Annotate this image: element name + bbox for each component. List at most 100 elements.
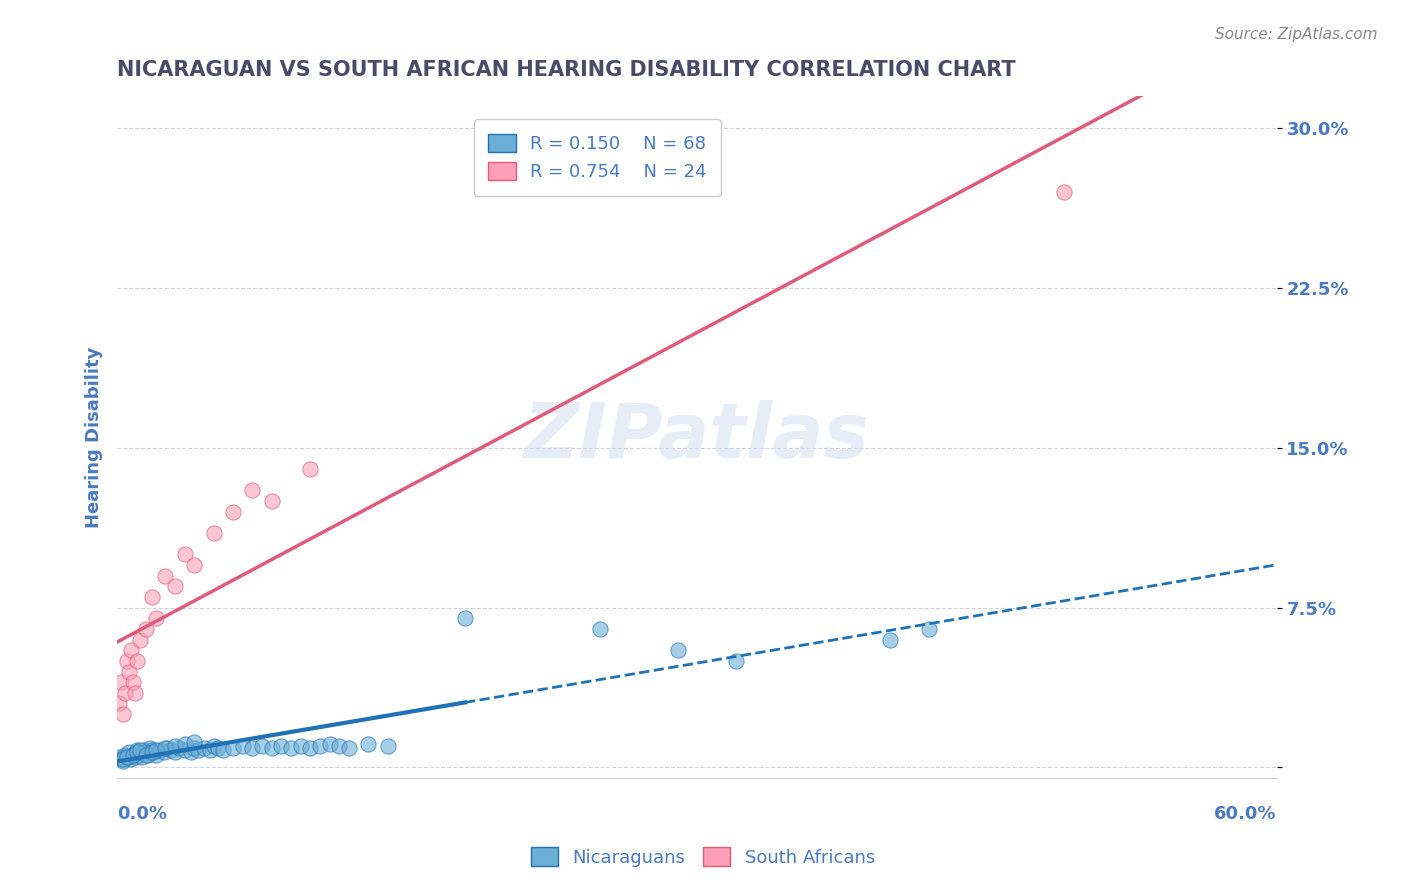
Point xyxy=(134,743,156,757)
Point xyxy=(111,754,134,768)
Point xyxy=(160,743,183,757)
Point xyxy=(135,622,157,636)
Point xyxy=(187,743,209,757)
Point xyxy=(309,739,332,753)
Point xyxy=(121,747,143,762)
Point xyxy=(328,739,350,753)
Point xyxy=(141,746,163,760)
Point xyxy=(136,747,159,762)
Point xyxy=(129,632,152,647)
Point xyxy=(918,622,941,636)
Text: Source: ZipAtlas.com: Source: ZipAtlas.com xyxy=(1215,27,1378,42)
Point xyxy=(357,737,380,751)
Point xyxy=(589,622,612,636)
Point xyxy=(108,749,131,764)
Legend: Nicaraguans, South Africans: Nicaraguans, South Africans xyxy=(523,840,883,874)
Point xyxy=(165,579,187,593)
Point xyxy=(121,747,143,762)
Point xyxy=(222,741,245,756)
Point xyxy=(141,743,163,757)
Point xyxy=(115,749,138,764)
Point xyxy=(141,590,163,604)
Point xyxy=(280,741,302,756)
Point xyxy=(180,746,202,760)
Point xyxy=(222,505,245,519)
Point xyxy=(115,749,138,764)
Point xyxy=(724,654,747,668)
Point xyxy=(129,743,152,757)
Point xyxy=(879,632,901,647)
Point xyxy=(155,568,177,582)
Point xyxy=(145,747,167,762)
Point xyxy=(207,741,229,756)
Legend: R = 0.150    N = 68, R = 0.754    N = 24: R = 0.150 N = 68, R = 0.754 N = 24 xyxy=(474,120,721,195)
Text: ZIPatlas: ZIPatlas xyxy=(524,401,870,475)
Point xyxy=(115,654,138,668)
Point xyxy=(111,707,134,722)
Point xyxy=(110,752,132,766)
Text: NICARAGUAN VS SOUTH AFRICAN HEARING DISABILITY CORRELATION CHART: NICARAGUAN VS SOUTH AFRICAN HEARING DISA… xyxy=(117,60,1015,79)
Point xyxy=(454,611,477,625)
Point xyxy=(139,741,162,756)
Point xyxy=(165,746,187,760)
Point xyxy=(145,743,167,757)
Point xyxy=(135,747,157,762)
Point xyxy=(212,743,235,757)
Point xyxy=(270,739,292,753)
Point xyxy=(120,643,142,657)
Point xyxy=(124,686,146,700)
Point xyxy=(260,741,283,756)
Point xyxy=(337,741,360,756)
Point xyxy=(118,746,141,760)
Point xyxy=(299,741,322,756)
Point xyxy=(183,558,205,572)
Point xyxy=(118,665,141,679)
Point xyxy=(173,743,195,757)
Point xyxy=(250,739,273,753)
Point xyxy=(319,737,342,751)
Point xyxy=(232,739,254,753)
Text: 0.0%: 0.0% xyxy=(117,805,167,823)
Point xyxy=(173,547,195,561)
Point xyxy=(167,741,190,756)
Point xyxy=(145,611,167,625)
Point xyxy=(114,686,136,700)
Point xyxy=(131,749,153,764)
Text: 60.0%: 60.0% xyxy=(1215,805,1277,823)
Point xyxy=(125,654,148,668)
Point xyxy=(299,462,322,476)
Y-axis label: Hearing Disability: Hearing Disability xyxy=(86,346,103,528)
Point xyxy=(666,643,689,657)
Point xyxy=(202,739,225,753)
Point xyxy=(173,737,195,751)
Point xyxy=(110,675,132,690)
Point xyxy=(155,741,177,756)
Point xyxy=(142,746,165,760)
Point xyxy=(120,752,142,766)
Point xyxy=(125,746,148,760)
Point xyxy=(149,743,172,757)
Point xyxy=(242,741,264,756)
Point xyxy=(183,741,205,756)
Point xyxy=(135,746,157,760)
Point xyxy=(156,741,179,756)
Point xyxy=(290,739,312,753)
Point xyxy=(183,735,205,749)
Point xyxy=(202,526,225,541)
Point xyxy=(377,739,399,753)
Point xyxy=(114,747,136,762)
Point xyxy=(121,675,143,690)
Point xyxy=(1053,186,1076,200)
Point xyxy=(242,483,264,498)
Point xyxy=(260,494,283,508)
Point xyxy=(152,746,174,760)
Point xyxy=(198,743,221,757)
Point xyxy=(125,743,148,757)
Point xyxy=(108,697,131,711)
Point xyxy=(165,739,187,753)
Point xyxy=(127,746,149,760)
Point xyxy=(111,752,134,766)
Point xyxy=(193,741,215,756)
Point xyxy=(124,749,146,764)
Point xyxy=(129,747,152,762)
